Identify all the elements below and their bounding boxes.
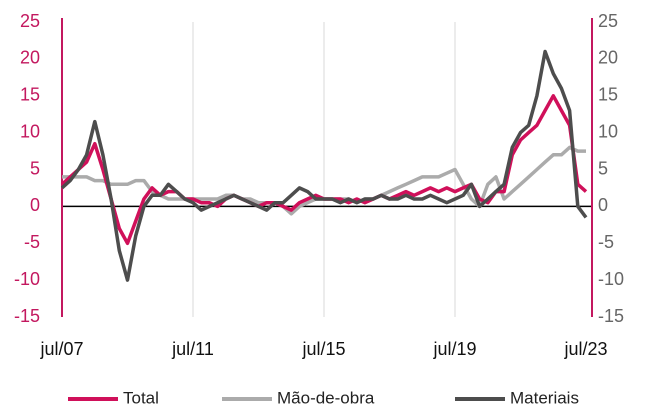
y2-tick-label: 10	[598, 121, 618, 141]
y-tick-label: 25	[20, 11, 40, 31]
legend-label: Total	[123, 388, 159, 407]
y-tick-label: -5	[24, 232, 40, 252]
y2-tick-label: 15	[598, 85, 618, 105]
y2-tick-label: 20	[598, 48, 618, 68]
y2-tick-label: 5	[598, 158, 608, 178]
y-tick-label: 5	[30, 158, 40, 178]
x-tick-label: jul/11	[171, 339, 214, 359]
x-tick-label: jul/23	[563, 339, 607, 359]
x-tick-label: jul/07	[39, 339, 83, 359]
y-tick-label: -15	[14, 306, 40, 326]
y2-tick-label: 0	[598, 195, 608, 215]
y-tick-label: 20	[20, 48, 40, 68]
legend-label: Mão-de-obra	[277, 388, 375, 407]
y2-tick-label: 25	[598, 11, 618, 31]
x-tick-label: jul/15	[301, 339, 345, 359]
y-tick-label: 15	[20, 85, 40, 105]
y-tick-label: -10	[14, 269, 40, 289]
series-line	[60, 49, 588, 282]
y2-tick-label: -15	[598, 306, 624, 326]
y-tick-label: 0	[30, 195, 40, 215]
x-tick-label: jul/19	[432, 339, 476, 359]
y2-tick-label: -10	[598, 269, 624, 289]
y2-tick-label: -5	[598, 232, 614, 252]
y-tick-label: 10	[20, 121, 40, 141]
legend-label: Materiais	[510, 388, 579, 407]
